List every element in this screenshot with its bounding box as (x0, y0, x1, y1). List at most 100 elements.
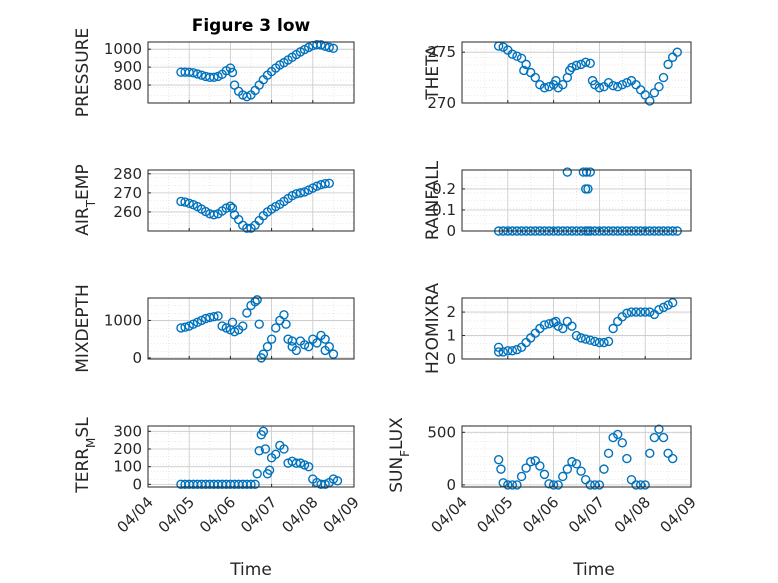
data-point (558, 471, 568, 482)
mixdepth-panel: 0 1000 MIXDEPTH (73, 284, 355, 373)
data-point (184, 198, 194, 209)
y-axis-label: PRESSURE (73, 28, 93, 117)
y-tick-label: 0.2 (432, 180, 456, 198)
data-point (530, 456, 540, 466)
data-point (571, 330, 582, 341)
x-tick-label: 04/05 (473, 493, 516, 536)
data-point (503, 480, 513, 490)
data-point (645, 448, 655, 459)
data-point (209, 72, 219, 83)
data-point (640, 480, 650, 490)
data-point (654, 305, 664, 315)
data-point (258, 426, 269, 437)
data-point (548, 480, 559, 490)
data-point (585, 480, 595, 490)
data-point (303, 461, 314, 472)
data-point (238, 321, 248, 331)
data-point (279, 310, 289, 320)
data-point (521, 59, 531, 70)
data-point (544, 479, 554, 489)
data-point (583, 184, 593, 194)
y-tick-label: 1000 (104, 311, 142, 329)
y-tick-label: 0 (446, 222, 456, 240)
x-tick-label: 04/04 (114, 493, 157, 536)
data-point (576, 333, 586, 343)
data-point (613, 82, 623, 92)
y-tick-label: 0 (446, 350, 456, 368)
axes-frame (147, 425, 355, 488)
data-point (271, 323, 281, 333)
figure-title: Figure 3 low (192, 16, 311, 36)
y-axis-label: RAINFALL (423, 160, 443, 240)
data-point (553, 321, 563, 331)
data-point (535, 461, 545, 471)
data-point (590, 336, 600, 347)
data-point (571, 60, 582, 71)
data-point (645, 96, 655, 106)
data-point (649, 432, 660, 443)
data-point (227, 203, 238, 213)
axes-frame (147, 297, 355, 360)
data-point (180, 197, 190, 207)
data-point (180, 322, 190, 332)
data-point (287, 336, 297, 346)
data-point (580, 57, 591, 68)
data-point (312, 181, 322, 191)
data-point (585, 335, 595, 345)
data-point (580, 474, 591, 485)
x-tick-label: 04/09 (657, 493, 700, 536)
axes-frame (461, 169, 692, 232)
data-point (654, 82, 664, 92)
data-point (585, 167, 595, 177)
data-point (558, 79, 568, 90)
data-point (581, 167, 592, 177)
data-point (512, 51, 522, 61)
data-point (242, 308, 252, 318)
y-tick-label: 2 (446, 303, 456, 321)
y-tick-label: 260 (113, 203, 142, 221)
data-point (512, 480, 522, 490)
y-tick-label: 280 (113, 165, 142, 183)
data-point (645, 307, 655, 317)
data-point (295, 188, 306, 198)
data-point (516, 471, 527, 482)
air-temp-ylabel: AIRTEMP (73, 164, 98, 235)
data-point (493, 342, 504, 352)
data-point (250, 479, 260, 490)
y-axis-label: MIXDEPTH (73, 284, 93, 373)
data-point (512, 344, 522, 355)
data-point (254, 446, 264, 456)
data-point (516, 53, 527, 63)
data-point (658, 432, 669, 443)
y-tick-label: 0 (446, 476, 456, 494)
data-point (576, 466, 586, 476)
y-axis-label: THETA (423, 45, 443, 101)
data-point (493, 347, 504, 357)
data-point (631, 307, 641, 317)
x-tick-label: 04/06 (519, 493, 562, 536)
data-point (227, 317, 238, 328)
y-tick-label: 270 (427, 94, 456, 112)
x-tick-label: 04/08 (278, 493, 321, 536)
data-point (242, 223, 252, 233)
axes-frame (461, 297, 692, 360)
data-point (246, 479, 256, 490)
data-point (252, 295, 262, 305)
data-point (227, 67, 238, 78)
data-point (562, 167, 573, 177)
data-point (553, 480, 563, 490)
data-point (526, 67, 536, 78)
data-point (260, 444, 271, 454)
data-point (507, 480, 518, 490)
x-tick-label: 04/07 (565, 493, 608, 536)
data-point (608, 323, 618, 334)
xlabel-right: Time (572, 560, 615, 580)
data-point (316, 40, 326, 50)
y-tick-label: 1000 (104, 40, 142, 58)
axes-frame (461, 425, 692, 488)
data-point (594, 480, 605, 490)
data-point (303, 341, 314, 352)
